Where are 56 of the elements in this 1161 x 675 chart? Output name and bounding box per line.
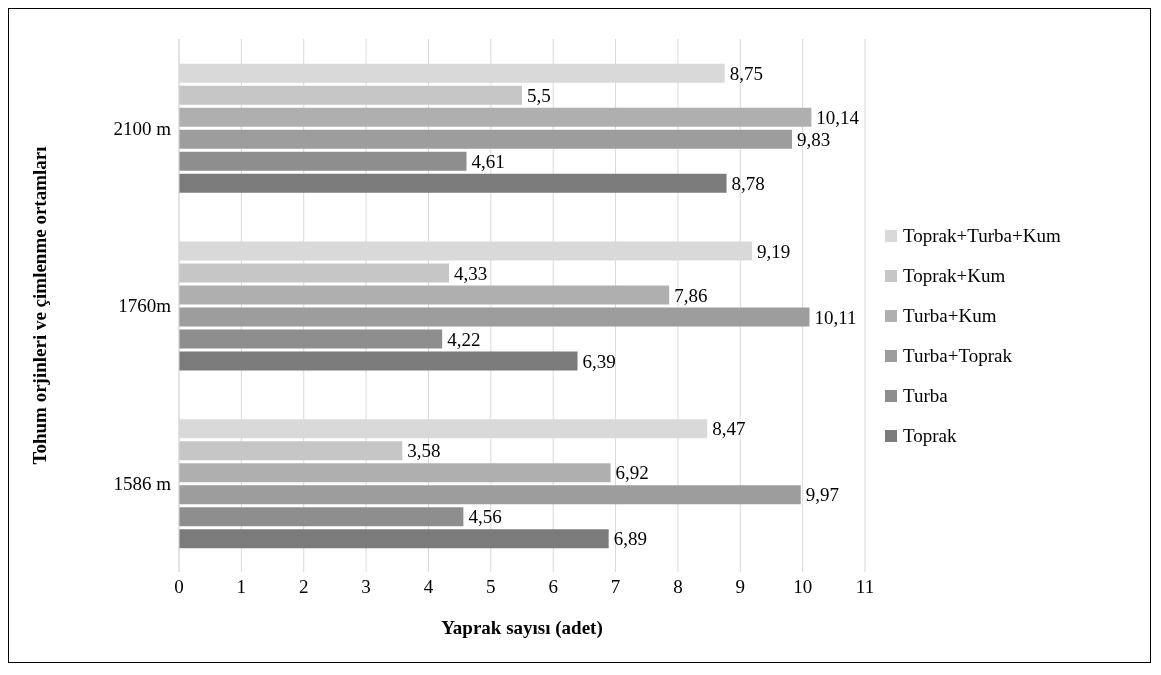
- x-tick-label: 8: [673, 576, 683, 598]
- x-tick-label: 6: [548, 576, 558, 598]
- x-tick-label: 7: [610, 576, 621, 598]
- bar: [179, 85, 522, 105]
- data-label: 10,11: [814, 306, 857, 328]
- data-label: 4,33: [454, 262, 488, 284]
- bar: [179, 173, 727, 193]
- legend-label: Toprak: [903, 424, 957, 447]
- bar: [179, 107, 812, 127]
- y-axis-title: Tohum orjinleri ve çimlenme ortamları: [28, 146, 50, 465]
- data-label: 6,89: [613, 528, 647, 550]
- bar: [179, 463, 611, 483]
- data-label: 9,19: [757, 240, 791, 262]
- legend-label: Turba+Toprak: [903, 344, 1012, 367]
- bar: [179, 441, 403, 461]
- data-label: 5,5: [527, 85, 551, 107]
- data-label: 9,97: [805, 484, 840, 506]
- data-label: 8,78: [731, 173, 765, 195]
- bar: [179, 529, 609, 549]
- legend-label: Turba+Kum: [903, 304, 997, 327]
- legend-label: Toprak+Turba+Kum: [903, 224, 1061, 247]
- bar: [179, 307, 810, 327]
- x-tick-label: 3: [361, 576, 371, 598]
- bar: [179, 263, 450, 283]
- legend-label: Toprak+Kum: [903, 264, 1006, 287]
- x-tick-label: 5: [486, 576, 496, 598]
- x-tick-label: 10: [793, 576, 813, 598]
- x-tick-label: 9: [735, 576, 746, 598]
- data-label: 8,75: [729, 63, 763, 85]
- y-tick-label: 1760m: [118, 295, 172, 317]
- data-label: 8,47: [712, 418, 746, 440]
- x-tick-label: 0: [174, 576, 184, 598]
- bar: [179, 129, 793, 149]
- x-tick-label: 4: [423, 576, 434, 598]
- data-label: 9,83: [797, 129, 831, 151]
- bar: [179, 507, 464, 527]
- data-label: 3,58: [407, 440, 441, 462]
- x-tick-label: 11: [855, 576, 875, 598]
- data-label: 7,86: [674, 284, 708, 306]
- y-tick-label: 1586 m: [113, 472, 172, 494]
- bar: [179, 329, 443, 349]
- data-label: 10,14: [816, 107, 860, 129]
- bar: [179, 351, 578, 371]
- data-label: 4,56: [468, 506, 502, 528]
- bar: [179, 285, 670, 305]
- legend-label: Turba: [903, 384, 948, 407]
- data-label: 6,39: [582, 350, 616, 372]
- bar: [179, 485, 801, 505]
- x-tick-label: 1: [236, 576, 247, 598]
- bar: [179, 151, 467, 171]
- x-tick-label: 2: [298, 576, 309, 598]
- x-axis-title: Yaprak sayısı (adet): [441, 617, 603, 639]
- data-label: 6,92: [615, 462, 649, 484]
- data-label: 4,22: [447, 328, 481, 350]
- y-tick-label: 2100 m: [113, 117, 172, 139]
- data-label: 4,61: [471, 151, 505, 173]
